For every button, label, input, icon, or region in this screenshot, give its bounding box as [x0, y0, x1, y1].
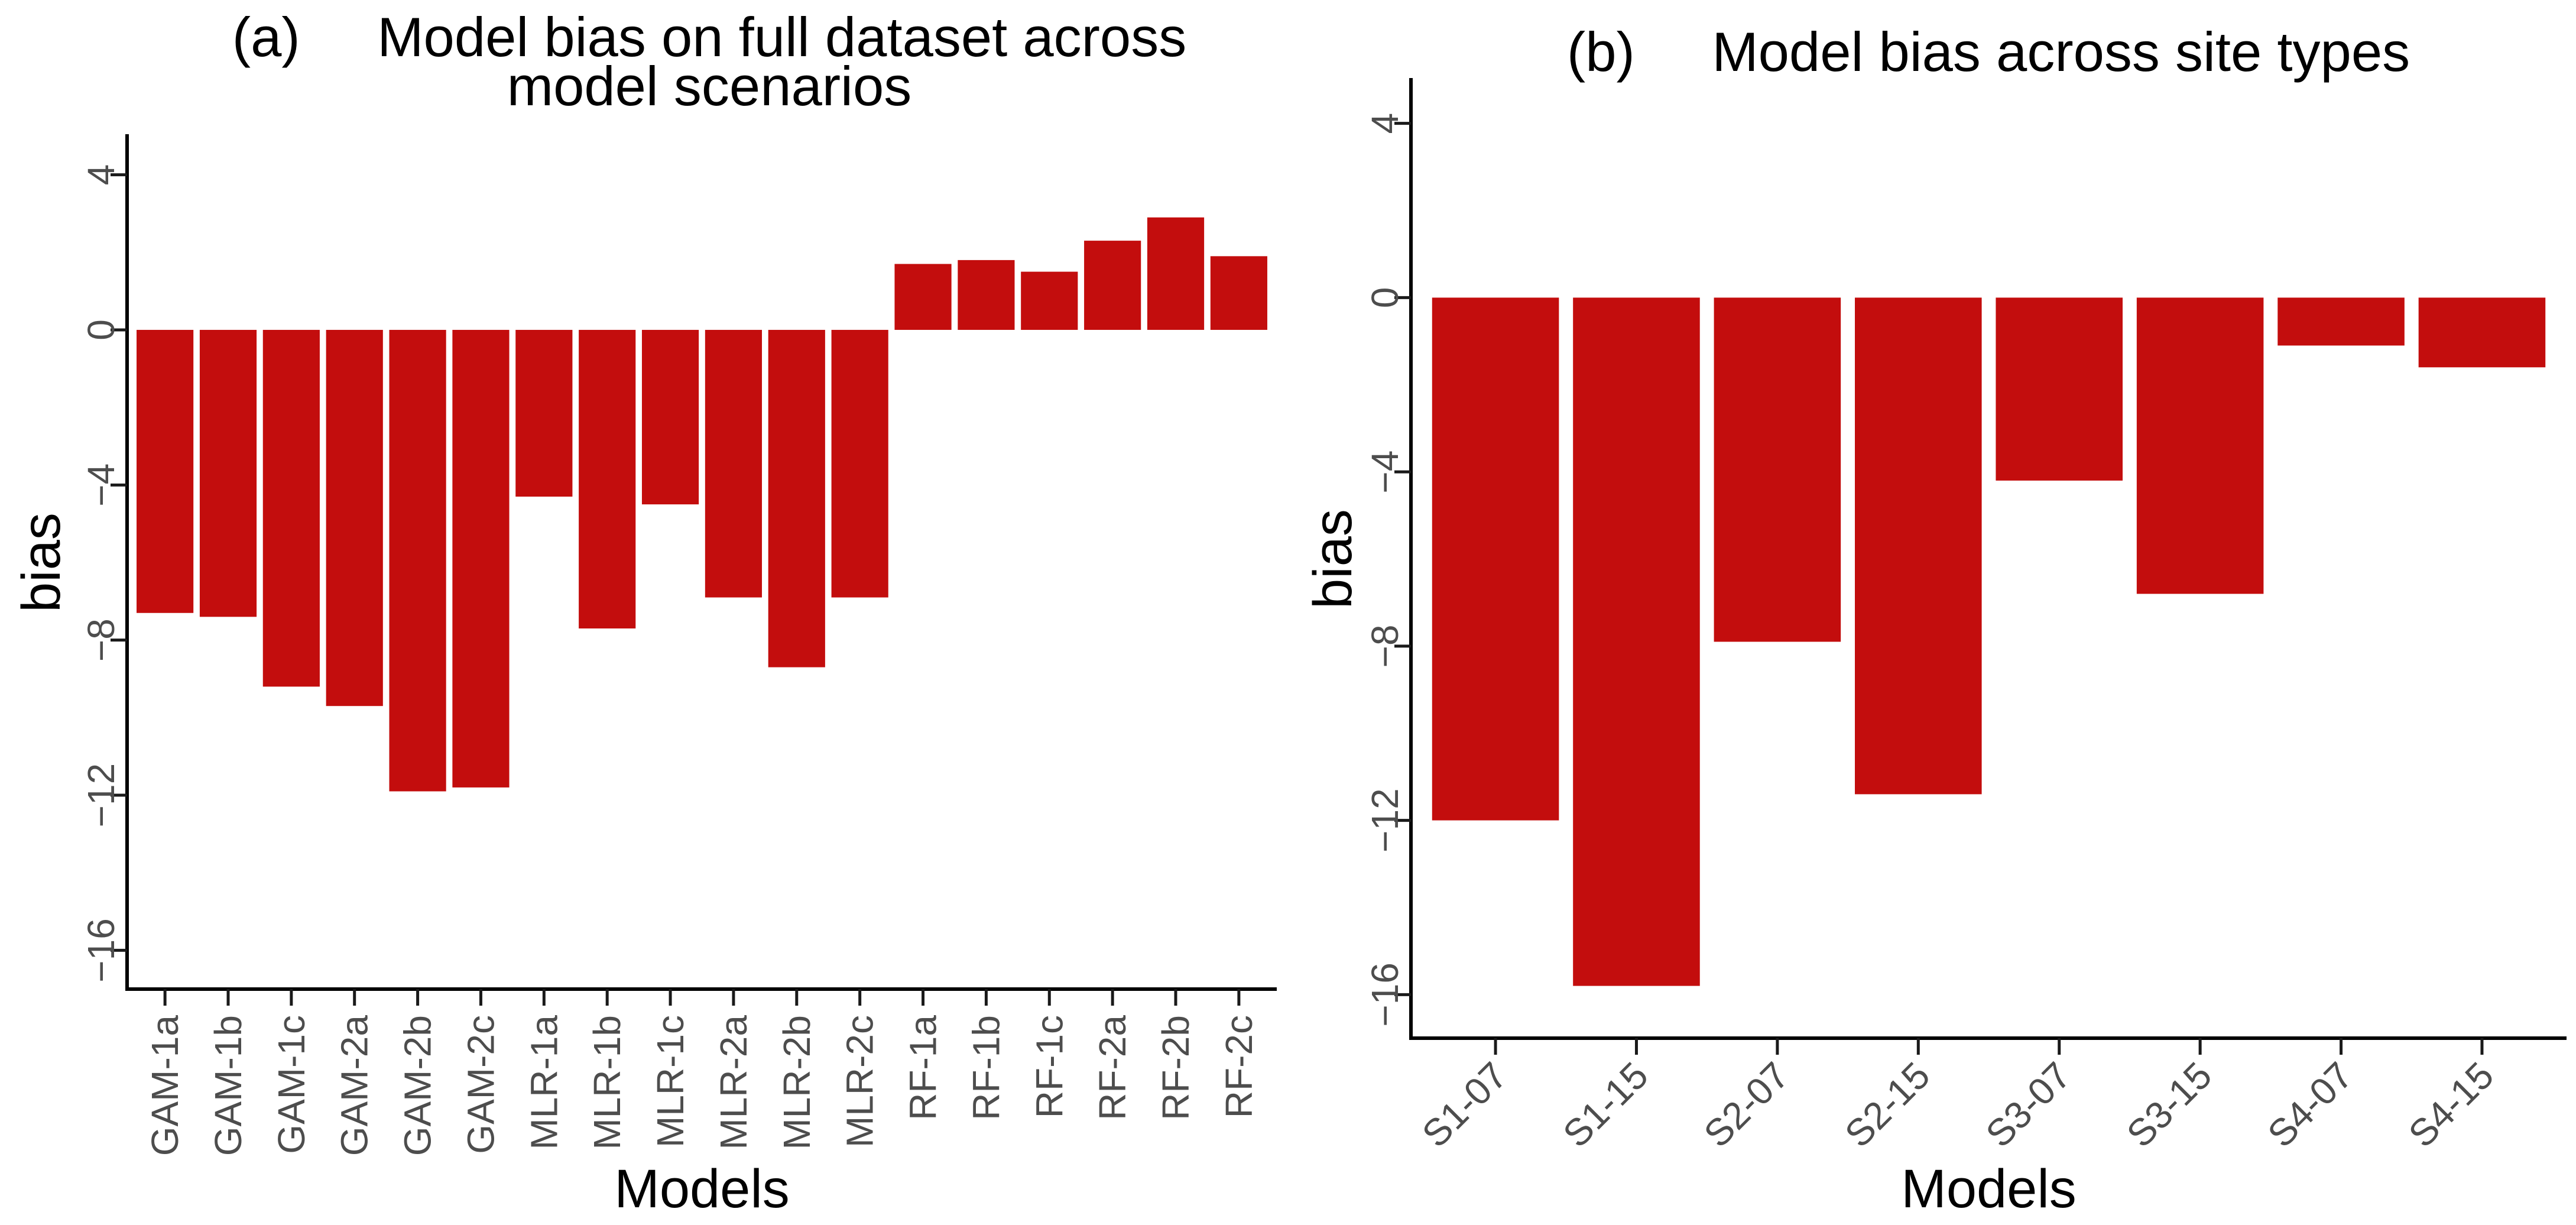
y-tick-label: 0: [80, 319, 122, 341]
bar-GAM-2c: [452, 329, 510, 788]
y-tick-label: −12: [1364, 788, 1406, 853]
x-tick-label: MLR-1a: [523, 1015, 565, 1150]
bar-MLR-2c: [831, 329, 888, 598]
y-axis-title: bias: [1303, 509, 1363, 609]
bar-MLR-2a: [705, 329, 763, 598]
x-tick-label: MLR-1b: [586, 1015, 628, 1150]
bar-S2-15: [1855, 297, 1982, 795]
panel-a: 4 0 −4 −8 −12 −16 GAM-1a GAM-1b GAM-1c GAM-2a GAM-…: [11, 6, 1277, 1219]
bar-GAM-1b: [199, 329, 257, 617]
y-tick-label: −8: [1364, 624, 1406, 667]
x-tick-label: MLR-2a: [712, 1015, 755, 1150]
x-tick-label: RF-1c: [1028, 1015, 1070, 1118]
bar-MLR-1c: [641, 329, 699, 505]
bar-S1-07: [1432, 297, 1559, 821]
bar-GAM-1a: [137, 329, 194, 613]
y-tick-label: 0: [1364, 287, 1406, 309]
x-tick-label: GAM-1a: [144, 1015, 186, 1156]
bar-RF-2c: [1210, 256, 1267, 330]
y-tick-label: −16: [1364, 962, 1406, 1027]
x-tick-label: GAM-1b: [207, 1015, 249, 1156]
bar-RF-1b: [958, 260, 1015, 330]
bar-S4-15: [2418, 297, 2546, 368]
panel-title-line2: model scenarios: [507, 55, 911, 117]
bar-S3-07: [1996, 297, 2123, 481]
y-tick-label: 4: [1364, 113, 1406, 134]
x-axis-title: Models: [614, 1159, 790, 1219]
x-tick-label: RF-1a: [902, 1015, 945, 1120]
x-tick-label: RF-2a: [1091, 1015, 1134, 1120]
y-tick-label: −8: [80, 618, 122, 662]
x-tick-label: MLR-1c: [649, 1015, 692, 1148]
bar-GAM-2a: [326, 329, 383, 707]
panel-title-line1: (a) Model bias on full dataset across: [232, 6, 1186, 68]
bar-RF-2b: [1147, 217, 1205, 330]
x-tick-label: RF-1b: [965, 1015, 1007, 1120]
y-tick-label: −4: [1364, 451, 1406, 494]
y-tick-label: −4: [80, 464, 122, 507]
bar-RF-1a: [894, 264, 952, 330]
bar-S1-15: [1573, 297, 1700, 986]
bar-GAM-2b: [389, 329, 446, 792]
bar-RF-1c: [1021, 271, 1078, 330]
bar-RF-2a: [1084, 241, 1141, 330]
x-tick-label: RF-2b: [1154, 1015, 1197, 1120]
bar-S2-07: [1714, 297, 1841, 642]
x-tick-label: MLR-2c: [839, 1015, 881, 1148]
bar-MLR-2b: [768, 329, 825, 667]
y-tick-label: 4: [80, 164, 122, 186]
x-tick-label: GAM-2a: [333, 1015, 376, 1156]
x-tick-label: GAM-2b: [397, 1015, 439, 1156]
x-tick-label: MLR-2b: [776, 1015, 818, 1150]
bar-S4-07: [2277, 297, 2405, 346]
panel-title-line1: (b) Model bias across site types: [1567, 21, 2410, 83]
y-tick-label: −16: [80, 918, 122, 983]
x-tick-label: RF-2c: [1218, 1015, 1260, 1118]
x-tick-label: GAM-2c: [459, 1015, 502, 1154]
bar-MLR-1b: [579, 329, 636, 629]
x-axis-title: Models: [1901, 1159, 2077, 1219]
y-tick-label: −12: [80, 763, 122, 828]
x-tick-label: GAM-1c: [270, 1015, 313, 1154]
bar-S3-15: [2136, 297, 2264, 594]
bar-MLR-1a: [515, 329, 573, 497]
bar-GAM-1c: [262, 329, 320, 687]
y-axis-title: bias: [11, 513, 72, 612]
